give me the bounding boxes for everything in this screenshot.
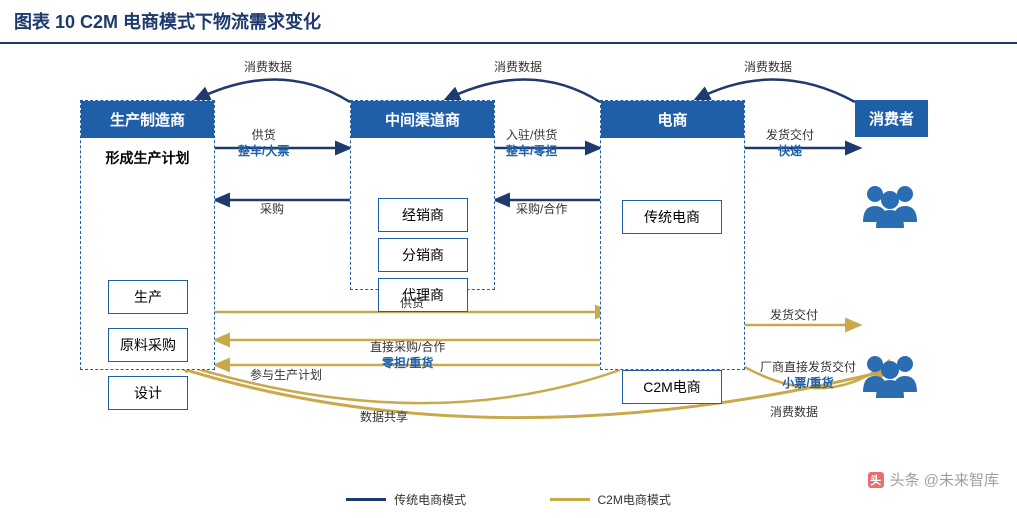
lbl-direct-delivery: 厂商直接发货交付小票/重货	[760, 360, 856, 391]
ec-item-c2m: C2M电商	[622, 370, 722, 404]
lbl-channel-mfr: 采购	[260, 202, 284, 218]
lbl-consumer-data: 消费数据	[770, 405, 818, 421]
mfr-item-design: 设计	[108, 376, 188, 410]
lbl-ec-channel: 采购/合作	[516, 202, 567, 218]
lbl-c2m-purchase: 直接采购/合作零担/重货	[370, 340, 445, 371]
legend: 传统电商模式 C2M电商模式	[0, 490, 1017, 508]
production-plan-label: 形成生产计划	[81, 138, 214, 178]
legend-line-traditional	[346, 498, 386, 501]
lbl-channel-ec: 入驻/供货整车/零担	[506, 128, 557, 159]
lbl-participate: 参与生产计划	[250, 368, 322, 384]
chart-title: 图表 10 C2M 电商模式下物流需求变化	[14, 12, 321, 32]
lbl-data-1: 消费数据	[244, 60, 292, 76]
lbl-data-2: 消费数据	[494, 60, 542, 76]
channel-item-1: 分销商	[378, 238, 468, 272]
mfr-item-produce: 生产	[108, 280, 188, 314]
channel-item-0: 经销商	[378, 198, 468, 232]
lbl-mfr-channel: 供货整车/大票	[238, 128, 289, 159]
ec-item-traditional: 传统电商	[622, 200, 722, 234]
legend-line-c2m	[550, 498, 590, 501]
watermark-text: 头条 @未来智库	[890, 469, 999, 490]
mfr-item-raw: 原料采购	[108, 328, 188, 362]
consumer-icon-traditional	[855, 180, 925, 230]
ecommerce-header: 电商	[601, 101, 744, 138]
lbl-ec-consumer: 发货交付快递	[766, 128, 814, 159]
lbl-c2m-delivery: 发货交付	[770, 308, 818, 324]
watermark-icon: 头	[868, 472, 884, 488]
consumer-icon-c2m	[855, 350, 925, 400]
lbl-supply-c2m: 供货	[400, 296, 424, 312]
diagram-canvas: 生产制造商 形成生产计划 生产 原料采购 设计 中间渠道商 经销商 分销商 代理…	[0, 40, 1017, 518]
lbl-data-share: 数据共享	[360, 410, 408, 426]
channel-header: 中间渠道商	[351, 101, 494, 138]
ecommerce-column: 电商	[600, 100, 745, 370]
watermark: 头 头条 @未来智库	[868, 469, 999, 490]
lbl-data-3: 消费数据	[744, 60, 792, 76]
manufacturer-header: 生产制造商	[81, 101, 214, 138]
chart-title-bar: 图表 10 C2M 电商模式下物流需求变化	[0, 0, 1017, 44]
legend-traditional: 传统电商模式	[346, 491, 466, 508]
legend-c2m: C2M电商模式	[550, 491, 671, 508]
consumer-header: 消费者	[855, 100, 928, 137]
